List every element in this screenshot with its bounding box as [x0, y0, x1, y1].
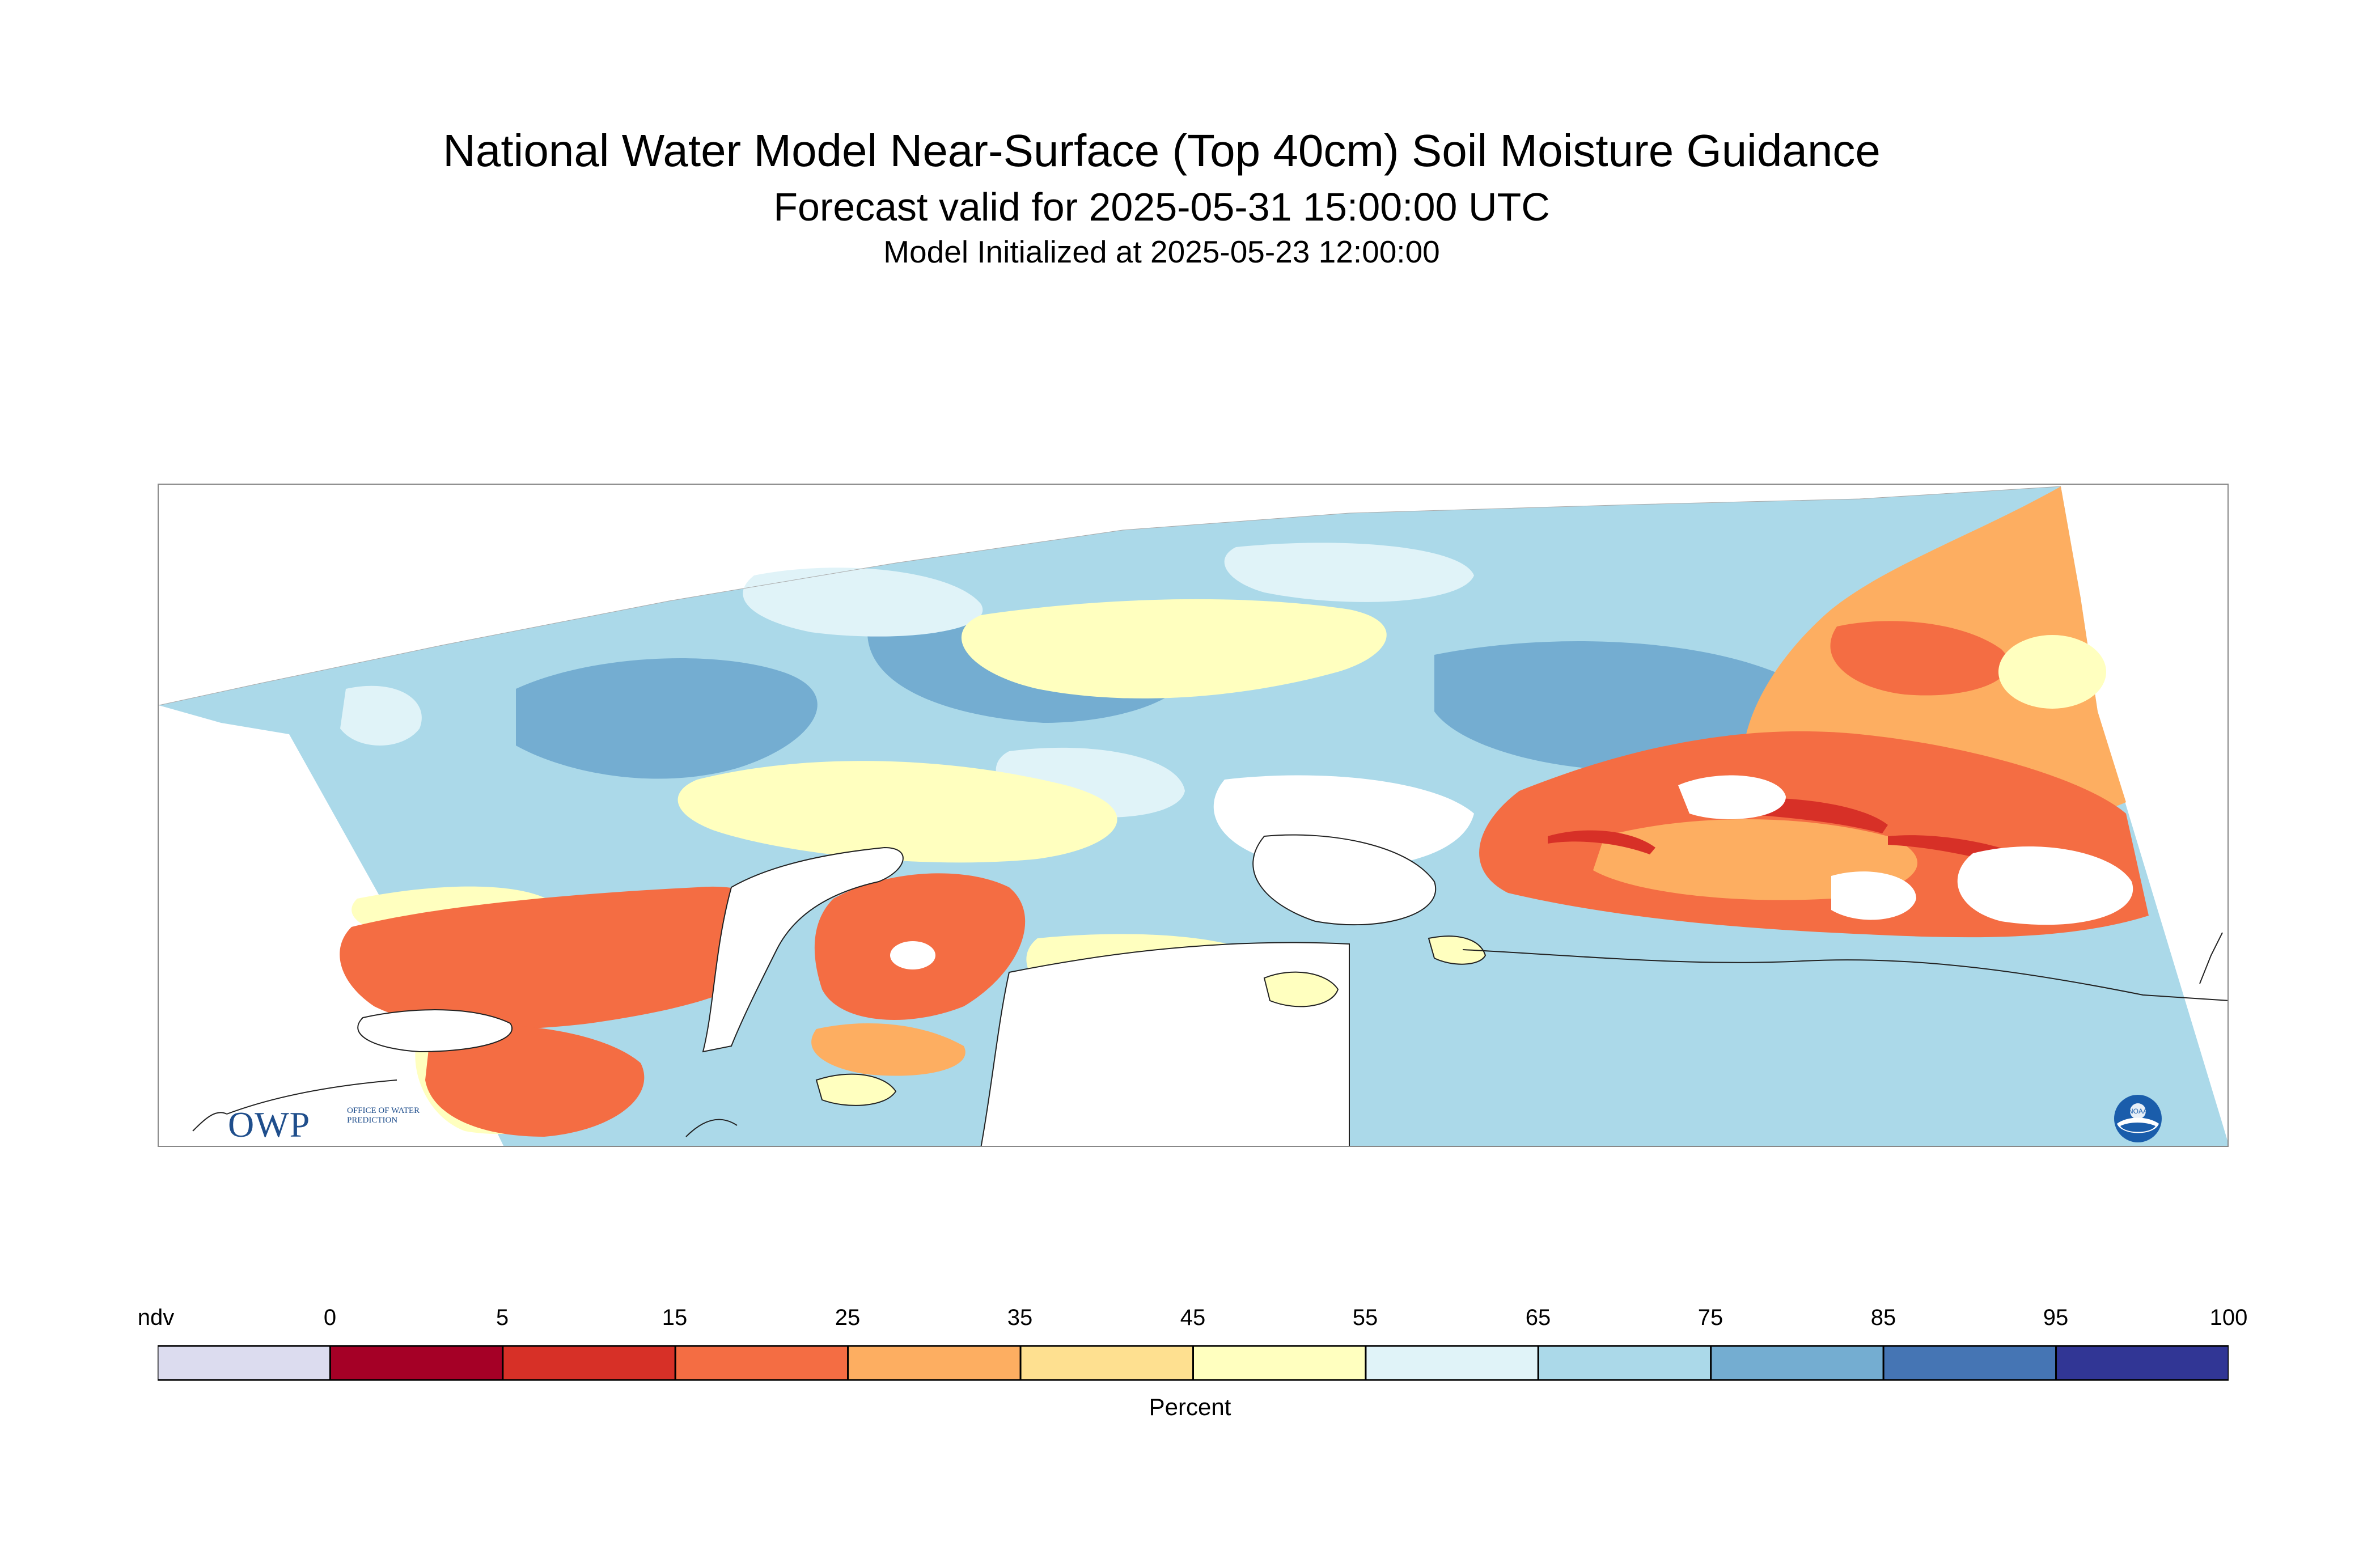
gulf-of-alaska-water	[980, 942, 1350, 1146]
coastline	[192, 932, 2227, 1137]
legend-swatch	[329, 1345, 504, 1381]
bristol-bay-water	[357, 1009, 513, 1053]
legend-label: 5	[496, 1305, 509, 1330]
legend-label: 55	[1352, 1305, 1378, 1330]
owp-logo-subtext: OFFICE OF WATER PREDICTION	[347, 1106, 420, 1125]
northeast-neutral-patch	[1998, 635, 2106, 709]
legend-swatch	[674, 1345, 849, 1381]
southwest-drought-south	[425, 1024, 645, 1137]
legend-swatch	[2055, 1345, 2229, 1381]
cook-inlet-water	[702, 846, 904, 1053]
legend-label: 75	[1697, 1305, 1723, 1330]
legend-swatch	[1019, 1345, 1194, 1381]
color-legend-bar	[158, 1345, 2229, 1381]
chart-title: National Water Model Near-Surface (Top 4…	[443, 125, 1881, 176]
legend-swatch	[1537, 1345, 1712, 1381]
legend-swatch	[847, 1345, 1022, 1381]
legend-label: 35	[1007, 1305, 1033, 1330]
forecast-valid-subtitle: Forecast valid for 2025-05-31 15:00:00 U…	[773, 185, 1550, 229]
legend-label: 100	[2209, 1305, 2248, 1330]
legend-label: 0	[323, 1305, 337, 1330]
owp-logo-text: OWP	[228, 1104, 311, 1145]
legend-label-ndv: ndv	[137, 1305, 175, 1330]
legend-swatch	[1882, 1345, 2057, 1381]
legend-label: 15	[662, 1305, 688, 1330]
islands	[815, 935, 1487, 1106]
legend-swatch	[1365, 1345, 1539, 1381]
legend-label: 25	[835, 1305, 861, 1330]
legend-swatch	[1710, 1345, 1884, 1381]
legend-swatch	[1192, 1345, 1367, 1381]
kenai-lake-white	[890, 941, 935, 969]
water-bodies	[357, 834, 1437, 1146]
legend-swatch	[158, 1345, 331, 1381]
kenai-peninsula-dry-edge	[811, 1023, 965, 1076]
domain-outline	[159, 486, 2061, 706]
southwest-drought-region	[340, 886, 780, 1029]
legend-units: Percent	[1149, 1394, 1231, 1420]
model-initialized-text: Model Initialized at 2025-05-23 12:00:00	[883, 234, 1440, 269]
legend-label: 45	[1180, 1305, 1206, 1330]
legend-label: 95	[2043, 1305, 2069, 1330]
legend-swatch	[502, 1345, 676, 1381]
legend-label: 85	[1870, 1305, 1896, 1330]
northeast-drought-core	[1830, 621, 2009, 696]
noaa-logo-text: NOAA	[2128, 1107, 2148, 1115]
owp-logo: OWP OFFICE OF WATER PREDICTION	[228, 1104, 432, 1145]
soil-moisture-map: OWP OFFICE OF WATER PREDICTION NOAA	[158, 484, 2229, 1147]
legend-label: 65	[1525, 1305, 1551, 1330]
noaa-logo: NOAA	[2114, 1095, 2162, 1142]
prince-william-sound-water	[1252, 834, 1437, 926]
map-canvas	[159, 486, 2227, 1146]
